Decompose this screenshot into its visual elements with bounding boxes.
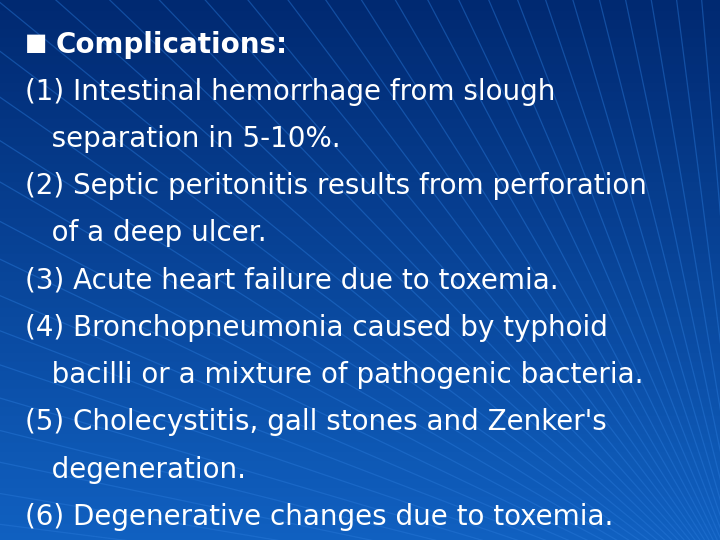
Bar [0,80,720,90]
Bar [0,233,720,243]
Bar [0,161,720,171]
Bar [0,278,720,288]
Bar [0,98,720,108]
Bar [0,377,720,387]
Bar [0,386,720,396]
Bar [0,467,720,477]
Bar [0,71,720,81]
Bar [0,17,720,27]
Bar [0,134,720,144]
Bar [0,0,720,9]
Bar [0,476,720,486]
Text: (6) Degenerative changes due to toxemia.: (6) Degenerative changes due to toxemia. [25,503,613,531]
Bar [0,143,720,153]
Bar [0,413,720,423]
Text: (3) Acute heart failure due to toxemia.: (3) Acute heart failure due to toxemia. [25,267,559,295]
Bar [0,458,720,468]
Bar [0,521,720,531]
Bar [0,341,720,351]
Bar [0,332,720,342]
Text: (5) Cholecystitis, gall stones and Zenker's: (5) Cholecystitis, gall stones and Zenke… [25,408,607,436]
Bar [0,251,720,261]
Bar [0,422,720,432]
Bar [0,179,720,189]
Bar [0,215,720,225]
Bar [0,62,720,72]
Bar [0,530,720,540]
Bar [0,350,720,360]
Bar [0,224,720,234]
Bar [0,53,720,63]
Bar [0,8,720,18]
Bar [0,368,720,378]
Text: bacilli or a mixture of pathogenic bacteria.: bacilli or a mixture of pathogenic bacte… [25,361,644,389]
Bar [0,206,720,216]
Bar [0,305,720,315]
Bar [0,503,720,513]
Bar [0,494,720,504]
Bar [0,287,720,297]
Text: (1) Intestinal hemorrhage from slough: (1) Intestinal hemorrhage from slough [25,78,555,106]
Text: ■: ■ [25,31,48,55]
Bar [0,116,720,126]
Bar [0,260,720,270]
Bar [0,440,720,450]
Bar [0,89,720,99]
Bar [0,188,720,198]
Bar [0,431,720,441]
Bar [0,404,720,414]
Bar [0,485,720,495]
Bar [0,269,720,279]
Bar [0,296,720,306]
Bar [0,323,720,333]
Bar [0,512,720,522]
Bar [0,359,720,369]
Bar [0,170,720,180]
Bar [0,26,720,36]
Bar [0,395,720,405]
Text: (2) Septic peritonitis results from perforation: (2) Septic peritonitis results from perf… [25,172,647,200]
Bar [0,44,720,54]
Bar [0,35,720,45]
Bar [0,107,720,117]
Bar [0,242,720,252]
Bar [0,314,720,324]
Bar [0,152,720,162]
Text: Complications:: Complications: [55,31,288,58]
Text: separation in 5-10%.: separation in 5-10%. [25,125,341,153]
Text: degeneration.: degeneration. [25,456,246,483]
Bar [0,125,720,135]
Text: (4) Bronchopneumonia caused by typhoid: (4) Bronchopneumonia caused by typhoid [25,314,608,342]
Text: of a deep ulcer.: of a deep ulcer. [25,219,266,247]
Bar [0,197,720,207]
Bar [0,449,720,459]
